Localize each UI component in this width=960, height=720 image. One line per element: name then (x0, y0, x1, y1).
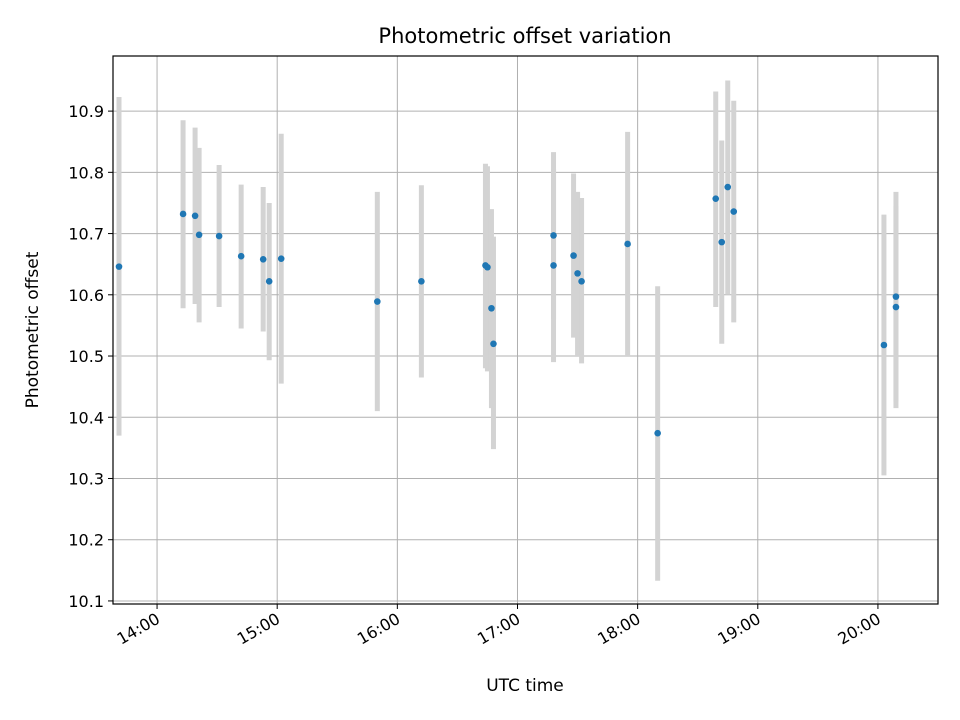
data-point (712, 195, 720, 202)
data-point (265, 278, 273, 285)
grid (113, 56, 938, 604)
data-point (179, 210, 187, 218)
data-point (624, 240, 631, 248)
data-point (730, 208, 738, 215)
data-point (574, 270, 581, 277)
y-tick-label: 10.7 (68, 225, 104, 244)
y-tick-label: 10.5 (68, 347, 104, 366)
y-tick-label: 10.6 (68, 286, 104, 305)
plot-frame (112, 55, 939, 605)
chart-title: Photometric offset variation (378, 24, 671, 48)
data-point (550, 262, 557, 269)
data-point (578, 278, 585, 285)
data-point (570, 252, 577, 259)
y-tick-label: 10.1 (68, 592, 104, 611)
y-tick-label: 10.8 (68, 163, 104, 182)
data-point (892, 293, 900, 300)
data-point (654, 429, 661, 437)
data-point (484, 263, 491, 271)
data-point (418, 278, 425, 285)
data-points (115, 183, 900, 437)
y-tick-label: 10.9 (68, 102, 104, 121)
data-point (195, 231, 203, 239)
y-tick-label: 10.2 (68, 531, 104, 550)
data-point (374, 298, 381, 305)
data-point (718, 238, 726, 246)
y-axis: 10.1 10.2 10.3 10.4 10.5 10.6 10.7 10.8 10.9 (68, 102, 113, 611)
data-point (488, 304, 495, 312)
data-point (550, 232, 557, 239)
data-point (215, 232, 223, 240)
data-point (277, 255, 285, 262)
data-point (724, 183, 732, 191)
x-axis-title: UTC time (486, 676, 564, 696)
y-axis-title: Photometric offset (23, 251, 43, 408)
data-point (259, 255, 267, 263)
data-point (892, 303, 900, 311)
data-point (880, 341, 888, 349)
y-tick-label: 10.3 (68, 469, 104, 488)
data-point (115, 263, 123, 270)
data-point (490, 340, 497, 348)
y-tick-label: 10.4 (68, 408, 104, 427)
data-point (191, 212, 199, 220)
data-point (237, 252, 245, 260)
